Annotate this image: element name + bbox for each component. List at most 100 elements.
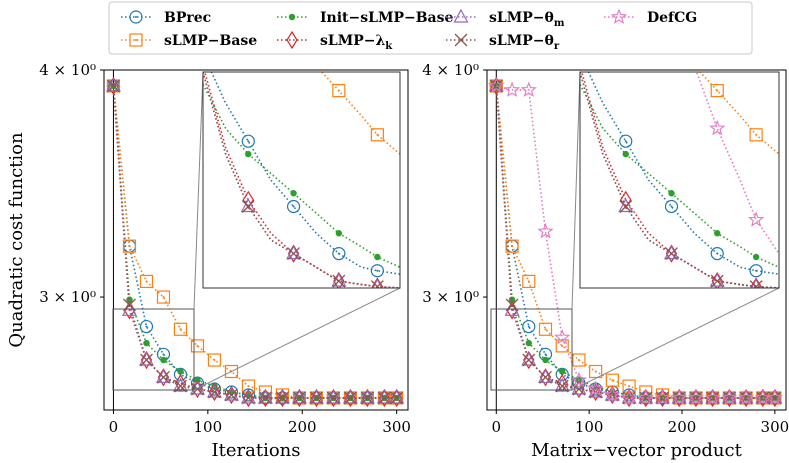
data-point-init-slmp-base (177, 368, 184, 375)
data-point-slmp-base (122, 239, 137, 253)
y-tick-label: 3 × 10⁰ (422, 288, 479, 306)
legend-marker-init-slmp-base (288, 13, 296, 21)
data-point-slmp-r (224, 388, 238, 402)
inset-background (203, 72, 400, 288)
data-point-slmp-m (721, 389, 737, 404)
legend-marker-slmp-base (129, 33, 143, 47)
data-point-slmp-m (604, 386, 620, 401)
data-point-slmp-m (738, 389, 754, 404)
data-point-slmp-m (705, 389, 721, 404)
inset-series-line-slmp-base (698, 72, 779, 155)
data-point-slmp-m (257, 389, 273, 404)
inset-data-point-bprec (710, 246, 724, 261)
series-line-slmp-base (112, 85, 397, 399)
data-point-slmp-r (539, 370, 552, 384)
inset-data-point-slmp-base (749, 128, 763, 142)
legend-marker-defcg (610, 8, 628, 24)
data-point-defcg (554, 329, 571, 345)
inset-data-point-bprec (241, 134, 255, 148)
x-tick-label: 0 (492, 418, 502, 436)
inset-data-point-init-slmp-base (290, 190, 297, 197)
inset-data-point-slmp-m (331, 272, 347, 287)
inset-series-line-init-slmp-base (580, 84, 779, 269)
legend-label-slmp-base: sLMP−Base (164, 33, 257, 49)
data-point-slmp-r (522, 353, 536, 367)
inset-series-line-bprec (210, 72, 400, 275)
legend-label-slmp-r: sLMP−θr (489, 33, 560, 52)
data-point-init-slmp-base (542, 356, 549, 364)
panel-iterations: 0 100 200 300 4 × 10⁰ 3 × 10⁰ Iterations Quadra… (6, 61, 411, 461)
inset-data-point-slmp-r (619, 200, 633, 213)
legend-marker-slmp-r (454, 33, 468, 47)
inset-data-point-bprec (664, 199, 679, 214)
inset-frame (202, 71, 401, 289)
inset-data-point-init-slmp-base (668, 190, 675, 197)
data-point-slmp-r (390, 391, 404, 405)
inset-series-line-defcg (695, 72, 779, 255)
inset-data-point-bprec (332, 246, 346, 261)
inset-data-point-slmp-m (709, 272, 725, 287)
zoom-inset (202, 71, 401, 289)
legend-marker-bprec (129, 10, 143, 24)
data-point-slmp-r (191, 382, 204, 396)
x-tick-label: 200 (668, 418, 697, 436)
inset-series-line-bprec (587, 72, 779, 275)
zoom-connector (571, 287, 780, 391)
data-point-slmp-base (190, 339, 205, 353)
data-point-defcg (671, 389, 688, 405)
data-point-slmp-m (155, 369, 171, 383)
data-point-defcg (604, 386, 621, 402)
inset-data-point-slmp-r (332, 274, 346, 288)
data-point-slmp-r (343, 391, 357, 405)
data-point-slmp-m (688, 389, 704, 404)
legend-marker-slmp-m (453, 8, 469, 23)
data-point-slmp-m (342, 389, 358, 404)
data-point-slmp-m (767, 389, 783, 404)
data-point-slmp-r (292, 391, 306, 405)
zoom-connector (193, 71, 204, 310)
inset-data-point-slmp-r (241, 200, 255, 213)
inset-data-point-slmp-base (370, 128, 384, 142)
data-point-slmp-r (140, 353, 153, 367)
data-point-defcg (537, 222, 554, 239)
data-point-slmp-m (138, 351, 154, 366)
zoom-inset (579, 71, 780, 289)
y-tick-label: 4 × 10⁰ (422, 61, 479, 79)
inset-data-point-init-slmp-base (374, 253, 381, 261)
legend-frame (108, 1, 753, 55)
series-line-init-slmp-base (112, 85, 397, 399)
panel-matrix-vector: 0 100 200 300 4 × 10⁰ 3 × 10⁰ Matrix−vector pr… (422, 61, 789, 461)
data-point-slmp-m (755, 389, 771, 404)
data-point-init-slmp-base (525, 339, 532, 347)
inset-data-point-init-slmp-base (335, 230, 343, 237)
legend-marker-slmp-k (286, 30, 298, 50)
y-axis-label: Quadratic cost function (6, 132, 27, 348)
inset-data-point-slmp-base (710, 84, 724, 98)
zoom-connector (193, 287, 401, 391)
inset-data-point-init-slmp-base (622, 150, 629, 158)
inset-data-point-bprec (286, 199, 301, 214)
inset-data-point-bprec (749, 264, 763, 278)
data-point-defcg (587, 380, 604, 396)
data-point-slmp-r (360, 391, 374, 405)
data-point-slmp-m (274, 389, 290, 404)
inset-data-point-slmp-r (665, 247, 678, 261)
data-point-slmp-m (638, 389, 654, 404)
legend-label-init-slmp-base: Init−sLMP−Base (320, 10, 454, 26)
data-point-slmp-r (241, 391, 255, 405)
inset-data-point-defcg (709, 119, 726, 136)
data-point-slmp-base (589, 364, 603, 379)
inset-series-line-slmp-r (203, 72, 400, 288)
x-tick-label: 300 (382, 418, 411, 436)
data-point-slmp-base (605, 373, 619, 387)
inset-data-point-slmp-r (710, 274, 724, 288)
data-point-slmp-r (106, 79, 120, 93)
inset-data-point-slmp-m (663, 245, 680, 260)
data-point-init-slmp-base (559, 368, 566, 375)
x-tick-label: 0 (109, 418, 119, 436)
data-point-slmp-base (156, 290, 171, 304)
data-point-slmp-m (389, 389, 405, 404)
data-point-init-slmp-base (143, 339, 150, 347)
legend-label-slmp-m: sLMP−θm (489, 10, 565, 29)
